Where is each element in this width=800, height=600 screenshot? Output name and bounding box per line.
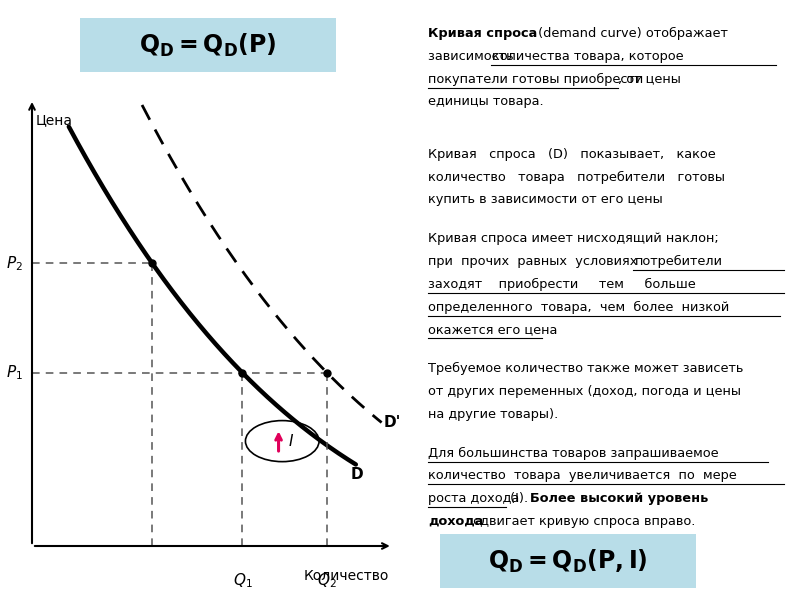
Text: Кривая   спроса   (D)   показывает,   какое: Кривая спроса (D) показывает, какое xyxy=(428,148,716,161)
Text: Для большинства товаров запрашиваемое: Для большинства товаров запрашиваемое xyxy=(428,446,718,460)
Text: покупатели готовы приобрести: покупатели готовы приобрести xyxy=(428,73,643,86)
Text: количества товара, которое: количества товара, которое xyxy=(492,50,684,63)
Text: $\mathbf{Q_D=Q_D(P)}$: $\mathbf{Q_D=Q_D(P)}$ xyxy=(139,31,277,59)
Text: количество  товара  увеличивается  по  мере: количество товара увеличивается по мере xyxy=(428,469,737,482)
Text: Более высокий уровень: Более высокий уровень xyxy=(530,492,709,505)
Text: дохода: дохода xyxy=(428,515,483,528)
Text: количество   товара   потребители   готовы: количество товара потребители готовы xyxy=(428,170,725,184)
Text: $Q_2$: $Q_2$ xyxy=(317,571,337,590)
Text: заходят    приобрести     тем     больше: заходят приобрести тем больше xyxy=(428,278,696,291)
Text: сдвигает кривую спроса вправо.: сдвигает кривую спроса вправо. xyxy=(469,515,695,528)
Text: потребители: потребители xyxy=(634,255,722,268)
Text: Количество: Количество xyxy=(303,569,389,583)
Text: $I$: $I$ xyxy=(288,433,294,449)
Text: Кривая спроса имеет нисходящий наклон;: Кривая спроса имеет нисходящий наклон; xyxy=(428,232,718,245)
Text: окажется его цена: окажется его цена xyxy=(428,323,558,337)
Text: зависимость: зависимость xyxy=(428,50,518,63)
Text: $Q_1$: $Q_1$ xyxy=(233,571,252,590)
Text: , от цены: , от цены xyxy=(618,73,681,86)
Text: (demand curve) отображает: (demand curve) отображает xyxy=(534,27,727,40)
Text: единицы товара.: единицы товара. xyxy=(428,95,544,109)
Text: $P_2$: $P_2$ xyxy=(6,254,22,272)
Text: D': D' xyxy=(383,415,401,430)
Text: D: D xyxy=(350,467,363,482)
Text: $\mathbf{Q_D=Q_D(P,I)}$: $\mathbf{Q_D=Q_D(P,I)}$ xyxy=(488,547,648,575)
Text: купить в зависимости от его цены: купить в зависимости от его цены xyxy=(428,193,662,206)
Text: Цена: Цена xyxy=(36,113,73,127)
Text: Требуемое количество также может зависеть: Требуемое количество также может зависет… xyxy=(428,362,743,375)
Text: определенного  товара,  чем  более  низкой: определенного товара, чем более низкой xyxy=(428,301,730,314)
Text: (I).: (I). xyxy=(506,492,532,505)
Text: $P_1$: $P_1$ xyxy=(6,364,22,382)
Text: Кривая спроса: Кривая спроса xyxy=(428,27,538,40)
Text: от других переменных (доход, погода и цены: от других переменных (доход, погода и це… xyxy=(428,385,741,398)
Text: роста дохода: роста дохода xyxy=(428,492,519,505)
Text: на другие товары).: на другие товары). xyxy=(428,408,558,421)
Text: при  прочих  равных  условиях: при прочих равных условиях xyxy=(428,255,646,268)
